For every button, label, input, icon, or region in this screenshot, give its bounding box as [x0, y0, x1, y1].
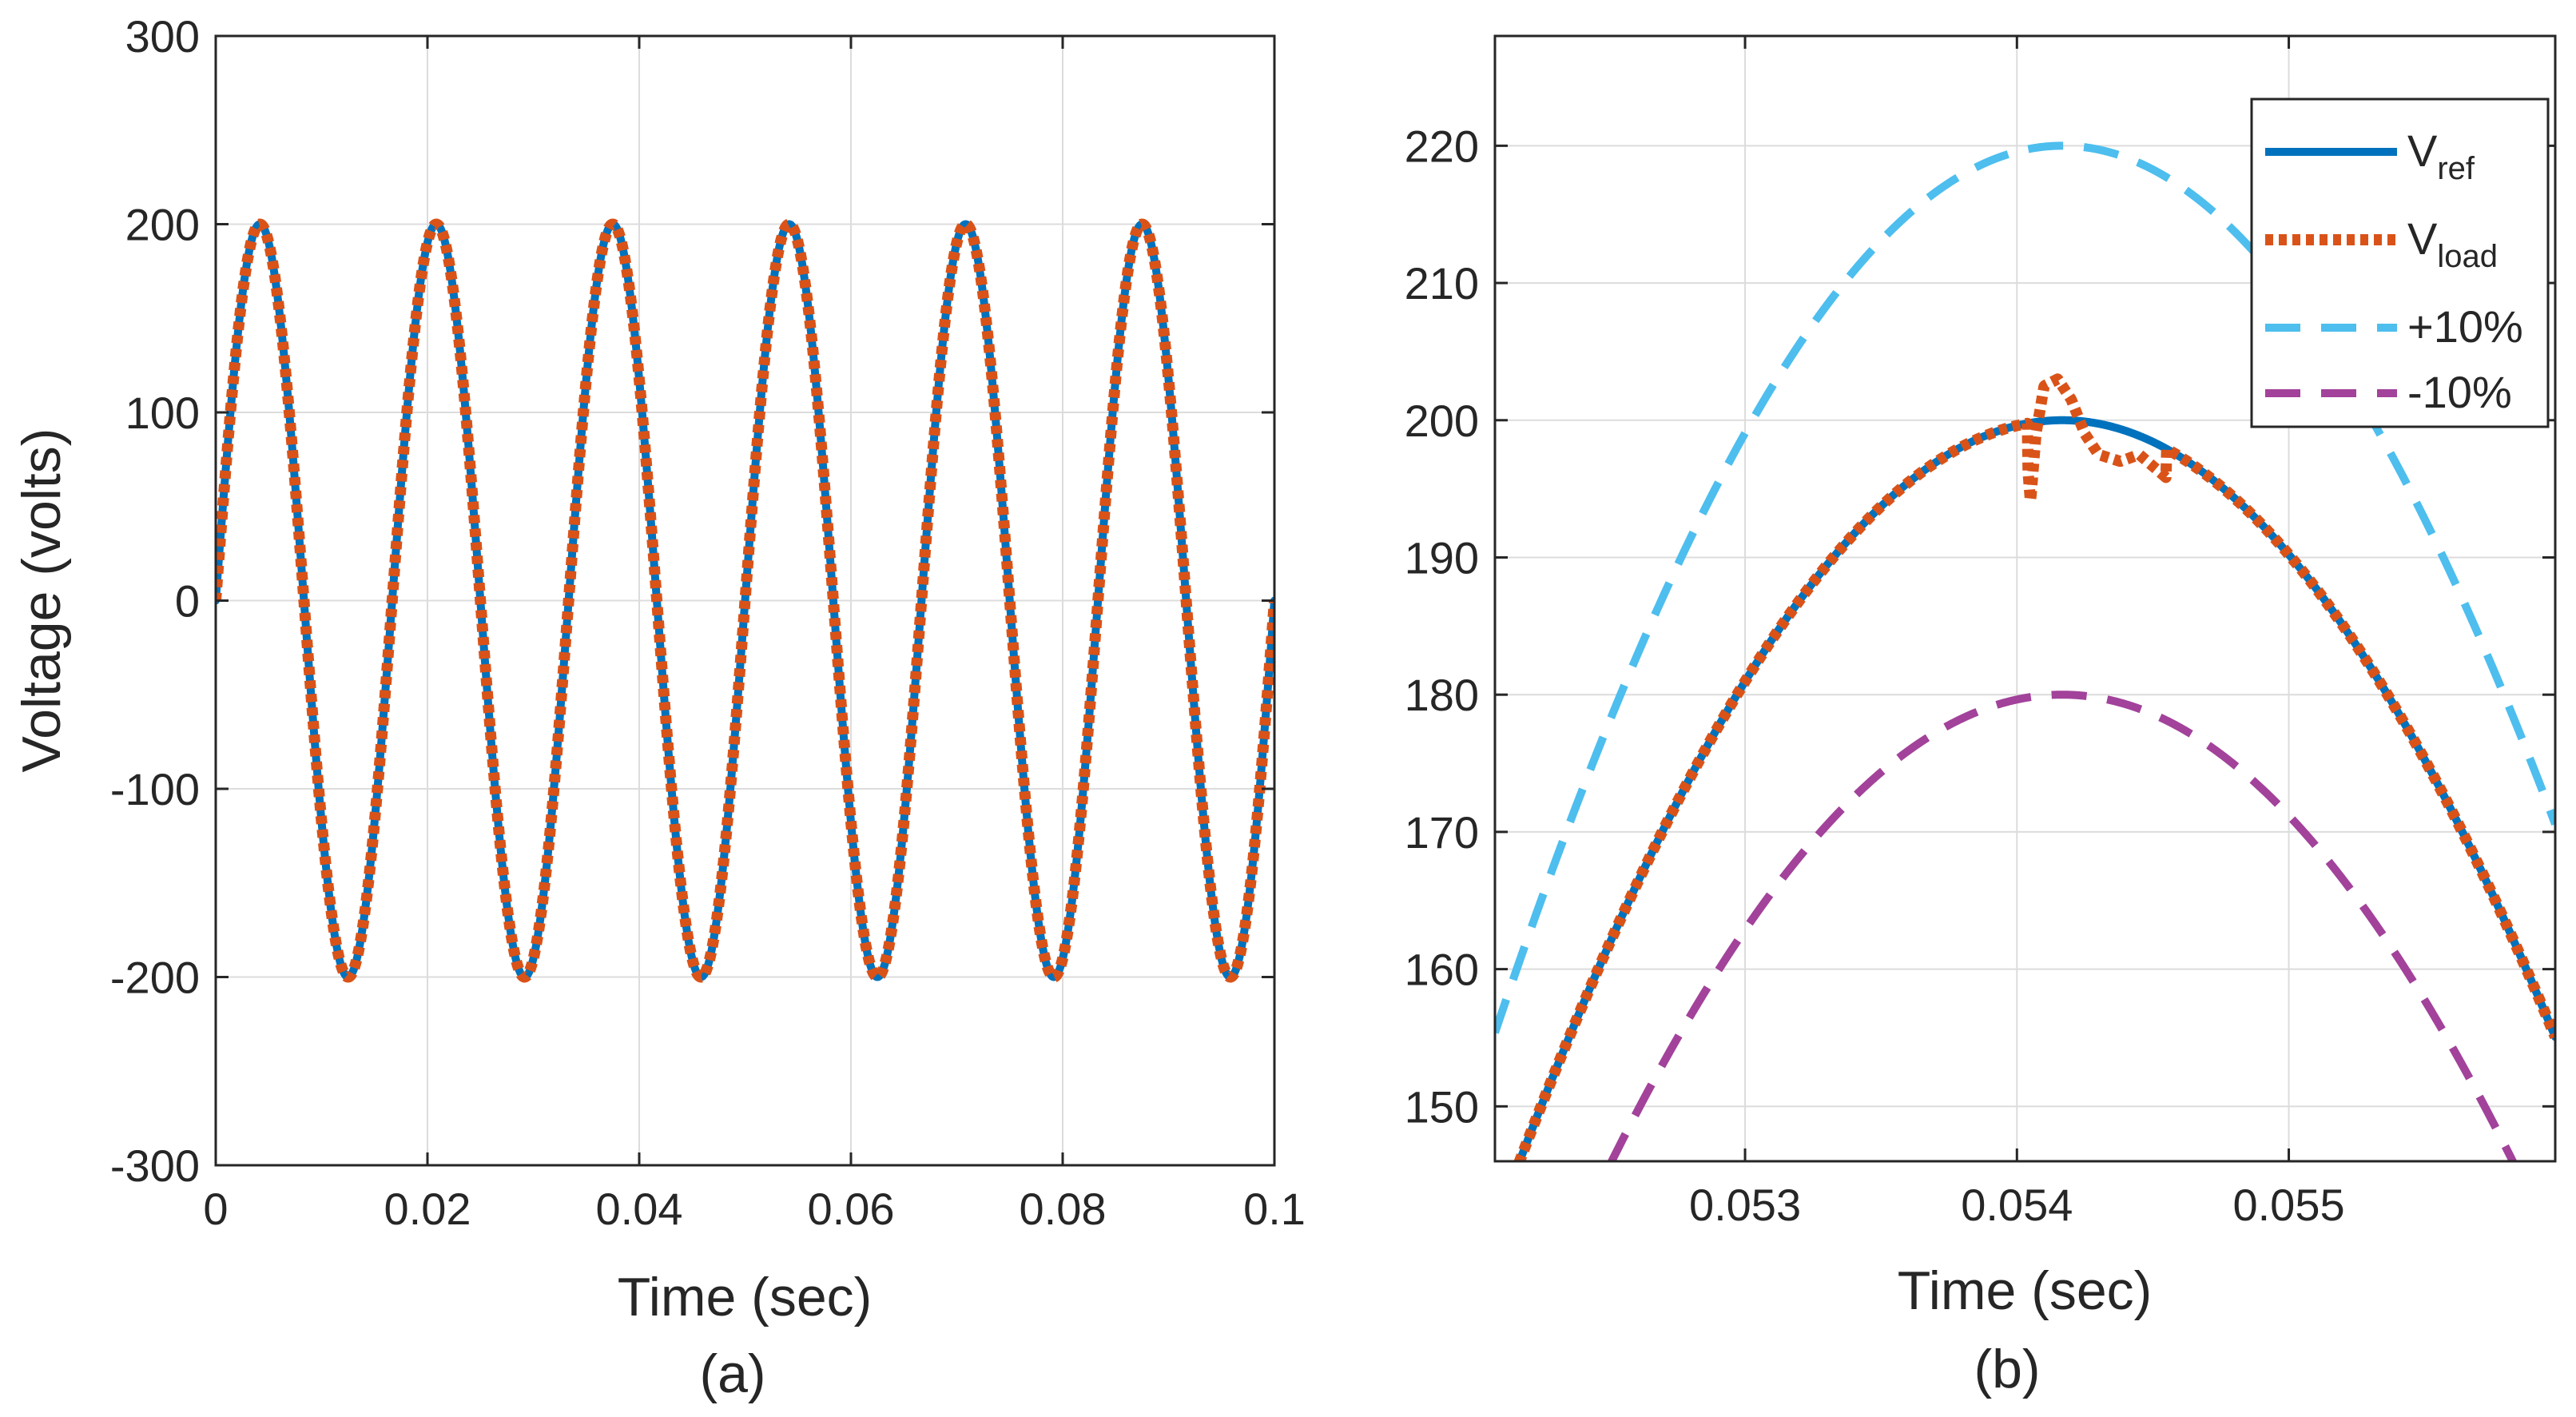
series-line-b-10-3: [1607, 691, 2518, 1161]
x-tick-label-a: 0.06: [808, 1184, 895, 1234]
x-tick-label-a: 0.04: [596, 1184, 683, 1234]
ticks-b: 0.053 0.054 0.055 150 160 170 180 190 200 210 220: [1405, 36, 2555, 1230]
x-tick-label-b: 0.054: [1961, 1180, 2073, 1230]
legend-label-vref: Vref: [2407, 125, 2475, 186]
legend-entry-plus10: +10%: [2265, 301, 2523, 352]
legend-entry-vref: Vref: [2265, 125, 2475, 186]
legend-entry-vload: Vload: [2265, 213, 2498, 274]
legend-entry-minus10: -10%: [2265, 367, 2512, 417]
x-tick-label-a: 0.1: [1243, 1184, 1306, 1234]
series-line-b-10-2: [1495, 141, 2555, 1035]
y-tick-label-a: 0: [175, 576, 200, 627]
caption-a: (a): [699, 1343, 765, 1404]
axes-box-b: [1493, 34, 2557, 1163]
series-line-a-vload-1: [216, 218, 1274, 983]
x-tick-label-b: 0.053: [1689, 1180, 1801, 1230]
x-axis-label-a: Time (sec): [618, 1267, 873, 1327]
y-tick-label-a: -100: [110, 764, 200, 814]
legend-label-minus10: -10%: [2407, 367, 2512, 417]
chart-panel-b: 0.053 0.054 0.055150160170180190200210220 …: [1405, 34, 2557, 1399]
legend-label-vload: Vload: [2407, 213, 2498, 274]
ticks-a: 0 0.02 0.04 0.06 0.08 0.1 -300 -200 -100 0 100 200 3…: [110, 11, 1306, 1234]
caption-b: (b): [1974, 1339, 2040, 1399]
y-tick-label-a: 300: [125, 11, 200, 62]
y-tick-label-b: 170: [1405, 807, 1479, 858]
x-axis-label-b: Time (sec): [1898, 1260, 2153, 1321]
y-tick-label-b: 190: [1405, 532, 1479, 583]
y-tick-label-a: -200: [110, 953, 200, 1003]
series-group-b: [1495, 141, 2555, 1161]
y-tick-label-a: 100: [125, 388, 200, 438]
y-tick-label-b: 200: [1405, 396, 1479, 446]
x-tick-label-a: 0.02: [384, 1184, 471, 1234]
y-tick-label-b: 180: [1405, 670, 1479, 720]
legend: Vref Vload +10% -10%: [2250, 98, 2550, 428]
y-tick-label-b: 210: [1405, 258, 1479, 308]
y-tick-label-b: 150: [1405, 1081, 1479, 1132]
x-tick-label-b: 0.055: [2232, 1180, 2344, 1230]
legend-label-plus10: +10%: [2407, 301, 2523, 352]
y-tick-label-b: 160: [1405, 945, 1479, 995]
x-tick-label-a: 0.08: [1020, 1184, 1107, 1234]
chart-panel-a: 0 0.02 0.04 0.06 0.08 0.1 -300 -200 -100 0 100 200 3…: [11, 11, 1306, 1404]
series-line-b-vload-1: [1513, 373, 2555, 1161]
y-axis-label-a: Voltage (volts): [11, 428, 72, 773]
y-tick-label-a: 200: [125, 200, 200, 250]
series-group-a: [216, 218, 1274, 983]
y-tick-label-b: 220: [1405, 121, 1479, 171]
x-tick-label-a: 0: [203, 1184, 228, 1234]
y-tick-label-a: -300: [110, 1140, 200, 1191]
